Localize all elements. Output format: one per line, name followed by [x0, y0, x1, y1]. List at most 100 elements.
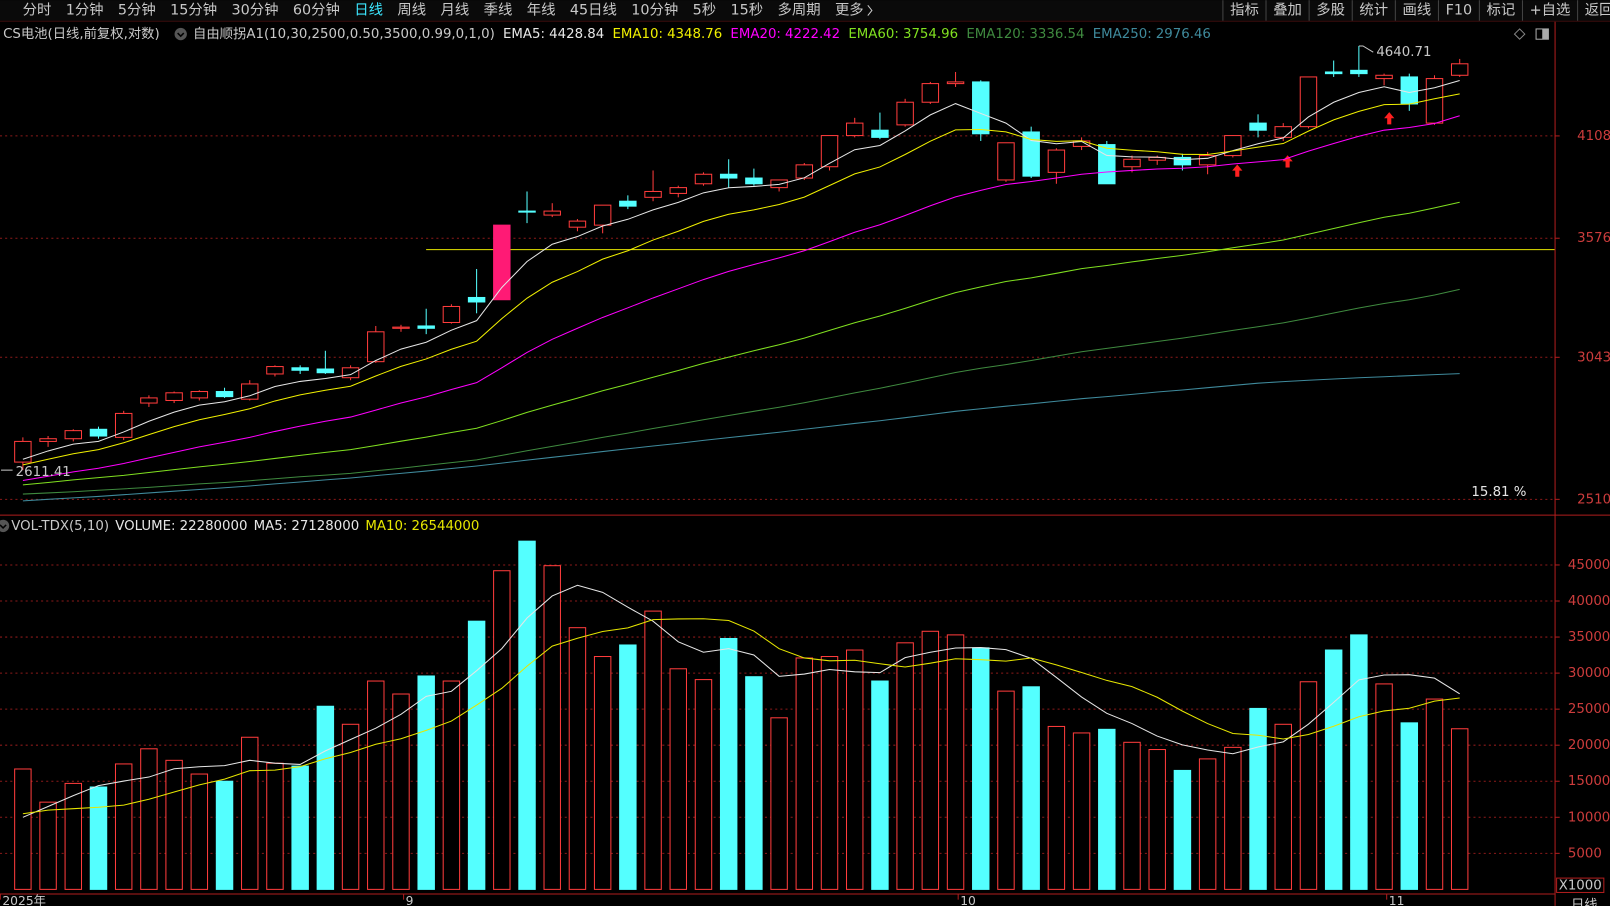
- volume-bar: [921, 630, 940, 890]
- diamond-icon[interactable]: [1513, 28, 1526, 40]
- toolbar-button[interactable]: F10: [1446, 2, 1473, 18]
- candle-body: [1098, 144, 1116, 185]
- unit-box: [1556, 877, 1605, 893]
- toolbar-button[interactable]: 画线: [1403, 1, 1432, 18]
- toolbar-button[interactable]: 多股: [1316, 1, 1345, 18]
- ema-line: [22, 79, 1460, 460]
- percent-label: 15.81 %: [1471, 485, 1526, 500]
- toolbar-tab[interactable]: 5分钟: [118, 1, 156, 18]
- candle-body: [39, 438, 57, 442]
- candle-body: [871, 129, 889, 138]
- toolbar-tab[interactable]: 分时: [23, 1, 52, 18]
- candle-body: [997, 142, 1015, 181]
- candle-body: [896, 101, 914, 126]
- candle-body: [1047, 149, 1066, 173]
- volume-bar: [1224, 746, 1242, 890]
- toolbar-tab[interactable]: 5秒: [693, 1, 717, 18]
- candle-body: [341, 367, 360, 379]
- indicator-toggle-arrow: [177, 32, 185, 38]
- toolbar-button[interactable]: 标记: [1487, 1, 1516, 18]
- signal-arrow: [1384, 112, 1395, 125]
- candle-body: [14, 440, 32, 463]
- window-icon-half: [1542, 28, 1549, 40]
- price-header-icon[interactable]: [174, 27, 187, 41]
- volume-bar: [1350, 634, 1368, 890]
- volume-bar: [543, 565, 561, 890]
- signal-arrow: [1282, 155, 1293, 168]
- legend-name: EMA5:: [503, 27, 545, 42]
- candle-body: [568, 220, 587, 228]
- volume-bar: [442, 680, 461, 890]
- candle-body: [467, 296, 486, 303]
- candle-body: [442, 305, 461, 324]
- toolbar-button[interactable]: 指标: [1230, 1, 1259, 18]
- toolbar-tab[interactable]: 年线: [527, 1, 556, 18]
- volume-header-icon[interactable]: [0, 519, 10, 533]
- volume-bar: [266, 762, 284, 890]
- candle-body: [694, 173, 713, 185]
- volume-bar: [518, 540, 536, 890]
- volume-bar: [1274, 723, 1292, 890]
- toolbar-button[interactable]: 统计: [1359, 1, 1388, 18]
- toolbar-tab[interactable]: 日线: [354, 1, 383, 18]
- corner-label: 日线: [1571, 897, 1598, 906]
- candle-body: [1324, 71, 1343, 75]
- ema-line: [22, 288, 1460, 495]
- toolbar-button[interactable]: +自选: [1530, 1, 1571, 18]
- volume-bar: [39, 801, 57, 890]
- y-tick-label: 2510: [1577, 492, 1610, 507]
- volume-bar: [997, 690, 1015, 890]
- y-tick-label: 3043: [1577, 350, 1610, 365]
- volume-ma-line: [22, 618, 1460, 815]
- volume-bar: [1123, 741, 1141, 890]
- toolbar-tab[interactable]: 1分钟: [66, 1, 104, 18]
- volume-bar: [1400, 722, 1419, 890]
- legend-name: EMA250:: [1093, 27, 1152, 42]
- toolbar-button[interactable]: 叠加: [1273, 1, 1302, 18]
- candle-body: [770, 179, 788, 189]
- volume-ma-line: [22, 584, 1460, 818]
- indicator-toggle[interactable]: [174, 27, 187, 41]
- toolbar-tab[interactable]: 多周期: [777, 1, 820, 18]
- x-tick-label: 9: [406, 894, 414, 906]
- candle-body: [316, 368, 335, 374]
- candle-body: [543, 210, 561, 216]
- toolbar-tab[interactable]: 45日线: [570, 1, 617, 18]
- volume-toggle-arrow: [0, 524, 7, 530]
- volume-bar: [719, 637, 738, 890]
- candle-body: [241, 383, 259, 400]
- candle-body: [719, 173, 738, 179]
- more-chevron: [867, 5, 873, 16]
- volume-bar: [14, 768, 32, 890]
- toolbar-button[interactable]: 返回: [1585, 1, 1610, 18]
- toolbar-tab[interactable]: 季线: [484, 1, 513, 18]
- candle-body: [64, 430, 83, 440]
- volume-bar: [845, 649, 864, 890]
- candle-body: [619, 200, 637, 207]
- volume-bar: [745, 676, 763, 890]
- candle-body: [367, 331, 385, 363]
- volume-bar: [770, 717, 788, 890]
- y-tick-label: 20000: [1568, 738, 1610, 753]
- toolbar-tab[interactable]: 15秒: [730, 1, 763, 18]
- volume-bar: [972, 647, 990, 890]
- toolbar-tab[interactable]: 更多: [835, 1, 864, 18]
- toolbar-tab[interactable]: 月线: [441, 1, 470, 18]
- candle-body: [140, 397, 158, 404]
- volume-bar: [593, 656, 612, 890]
- candle-body: [190, 391, 209, 399]
- toolbar-tab[interactable]: 60分钟: [293, 1, 340, 18]
- candle-body: [1249, 122, 1267, 131]
- ema-line: [22, 373, 1460, 502]
- volume-bar: [1047, 725, 1066, 890]
- y-tick-label: 40000: [1568, 594, 1610, 609]
- candle-body: [1375, 74, 1393, 80]
- candle-body: [417, 325, 435, 329]
- volume-bar: [1148, 749, 1166, 890]
- toolbar-tab[interactable]: 30分钟: [232, 1, 279, 18]
- candle-body: [593, 204, 612, 226]
- toolbar-tab[interactable]: 10分钟: [631, 1, 678, 18]
- indicator-legend: 自由顺拐A1(10,30,2500,0.50,3500,0.99,0,1,0) E…: [193, 26, 1211, 42]
- toolbar-tab[interactable]: 15分钟: [170, 1, 217, 18]
- toolbar-tab[interactable]: 周线: [397, 1, 426, 18]
